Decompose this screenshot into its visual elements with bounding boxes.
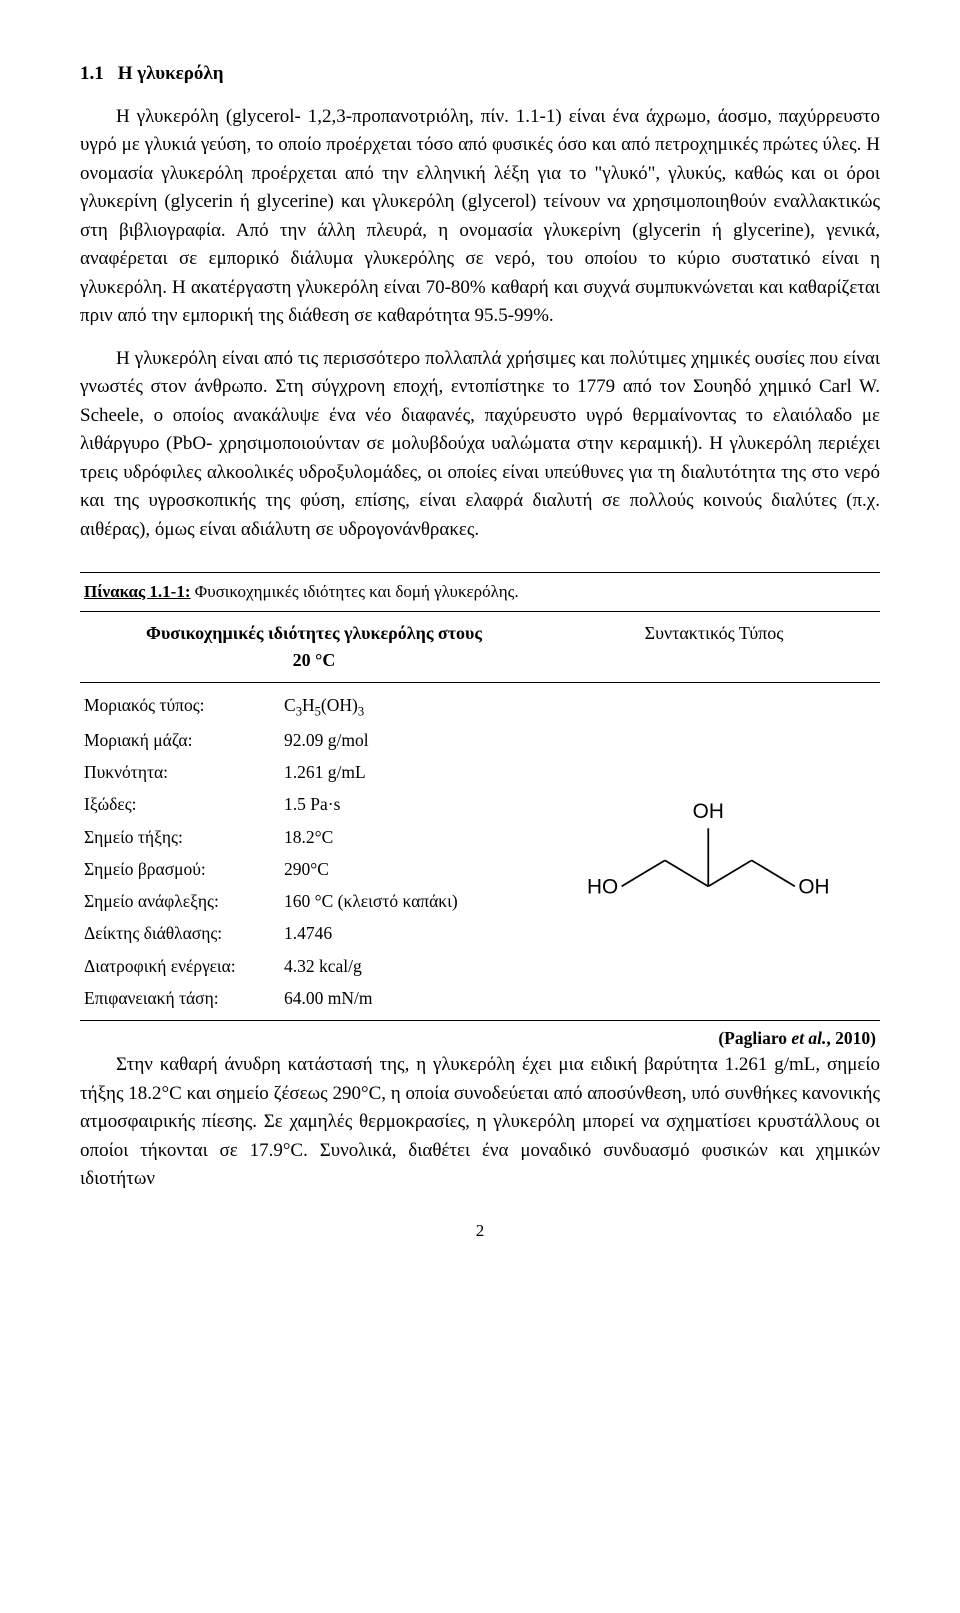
prop-row: Σημείο ανάφλεξης: 160 °C (κλειστό καπάκι…: [84, 885, 540, 917]
prop-label: Ιξώδες:: [84, 791, 284, 817]
paragraph-1: Η γλυκερόλη (glycerol- 1,2,3-προπανοτριό…: [80, 103, 880, 331]
prop-row: Δείκτης διάθλασης: 1.4746: [84, 917, 540, 949]
table-header-left: Φυσικοχημικές ιδιότητες γλυκερόλης στους…: [80, 612, 548, 682]
prop-value: 1.261 g/mL: [284, 759, 540, 785]
section-number: 1.1: [80, 63, 104, 84]
prop-value: 160 °C (κλειστό καπάκι): [284, 888, 540, 914]
table-body-row: Μοριακός τύπος: C3H5(OH)3 Μοριακή μάζα: …: [80, 683, 880, 1021]
cite-italic: et al.: [791, 1028, 826, 1048]
prop-label: Μοριακός τύπος:: [84, 692, 284, 721]
table-caption-text: Φυσικοχημικές ιδιότητες και δομή γλυκερό…: [191, 582, 519, 601]
cite-prefix: (Pagliaro: [718, 1028, 791, 1048]
prop-row: Σημείο βρασμού: 290°C: [84, 853, 540, 885]
paragraph-3: Στην καθαρή άνυδρη κατάστασή της, η γλυκ…: [80, 1051, 880, 1194]
table-caption-label: Πίνακας 1.1-1:: [84, 582, 191, 601]
prop-row: Σημείο τήξης: 18.2°C: [84, 821, 540, 853]
prop-label: Μοριακή μάζα:: [84, 727, 284, 753]
prop-row: Επιφανειακή τάση: 64.00 mN/m: [84, 982, 540, 1014]
table-header-left-line2: 20 °C: [293, 650, 336, 670]
structure-column: OH HO OH: [540, 683, 880, 1021]
prop-value: 4.32 kcal/g: [284, 953, 540, 979]
prop-value: 92.09 g/mol: [284, 727, 540, 753]
prop-label: Πυκνότητα:: [84, 759, 284, 785]
ho-left-label: HO: [587, 875, 618, 898]
prop-label: Επιφανειακή τάση:: [84, 985, 284, 1011]
prop-value: 1.5 Pa·s: [284, 791, 540, 817]
prop-row: Μοριακός τύπος: C3H5(OH)3: [84, 689, 540, 724]
table-header-row: Φυσικοχημικές ιδιότητες γλυκερόλης στους…: [80, 612, 880, 683]
section-title: Η γλυκερόλη: [118, 63, 224, 84]
page-number: 2: [80, 1218, 880, 1244]
prop-value: 64.00 mN/m: [284, 985, 540, 1011]
prop-row: Πυκνότητα: 1.261 g/mL: [84, 756, 540, 788]
oh-right-label: OH: [798, 875, 829, 898]
section-heading: 1.1 Η γλυκερόλη: [80, 60, 880, 89]
table-header-left-line1: Φυσικοχημικές ιδιότητες γλυκερόλης στους: [146, 623, 482, 643]
properties-column: Μοριακός τύπος: C3H5(OH)3 Μοριακή μάζα: …: [80, 683, 540, 1021]
table-caption: Πίνακας 1.1-1: Φυσικοχημικές ιδιότητες κ…: [80, 572, 880, 611]
prop-label: Σημείο ανάφλεξης:: [84, 888, 284, 914]
oh-top-label: OH: [693, 800, 724, 823]
prop-value: 1.4746: [284, 920, 540, 946]
table-citation: (Pagliaro et al., 2010): [80, 1021, 880, 1051]
table-header-right: Συντακτικός Τύπος: [548, 612, 880, 682]
prop-row: Διατροφική ενέργεια: 4.32 kcal/g: [84, 950, 540, 982]
paragraph-2: Η γλυκερόλη είναι από τις περισσότερο πο…: [80, 345, 880, 545]
prop-value: C3H5(OH)3: [284, 692, 540, 721]
prop-value: 290°C: [284, 856, 540, 882]
prop-label: Δείκτης διάθλασης:: [84, 920, 284, 946]
prop-value: 18.2°C: [284, 824, 540, 850]
properties-table: Φυσικοχημικές ιδιότητες γλυκερόλης στους…: [80, 611, 880, 1022]
cite-suffix: , 2010): [826, 1028, 876, 1048]
glycerol-structure-icon: OH HO OH: [580, 778, 840, 925]
prop-label: Σημείο τήξης:: [84, 824, 284, 850]
prop-label: Διατροφική ενέργεια:: [84, 953, 284, 979]
prop-label: Σημείο βρασμού:: [84, 856, 284, 882]
prop-row: Ιξώδες: 1.5 Pa·s: [84, 788, 540, 820]
prop-row: Μοριακή μάζα: 92.09 g/mol: [84, 724, 540, 756]
